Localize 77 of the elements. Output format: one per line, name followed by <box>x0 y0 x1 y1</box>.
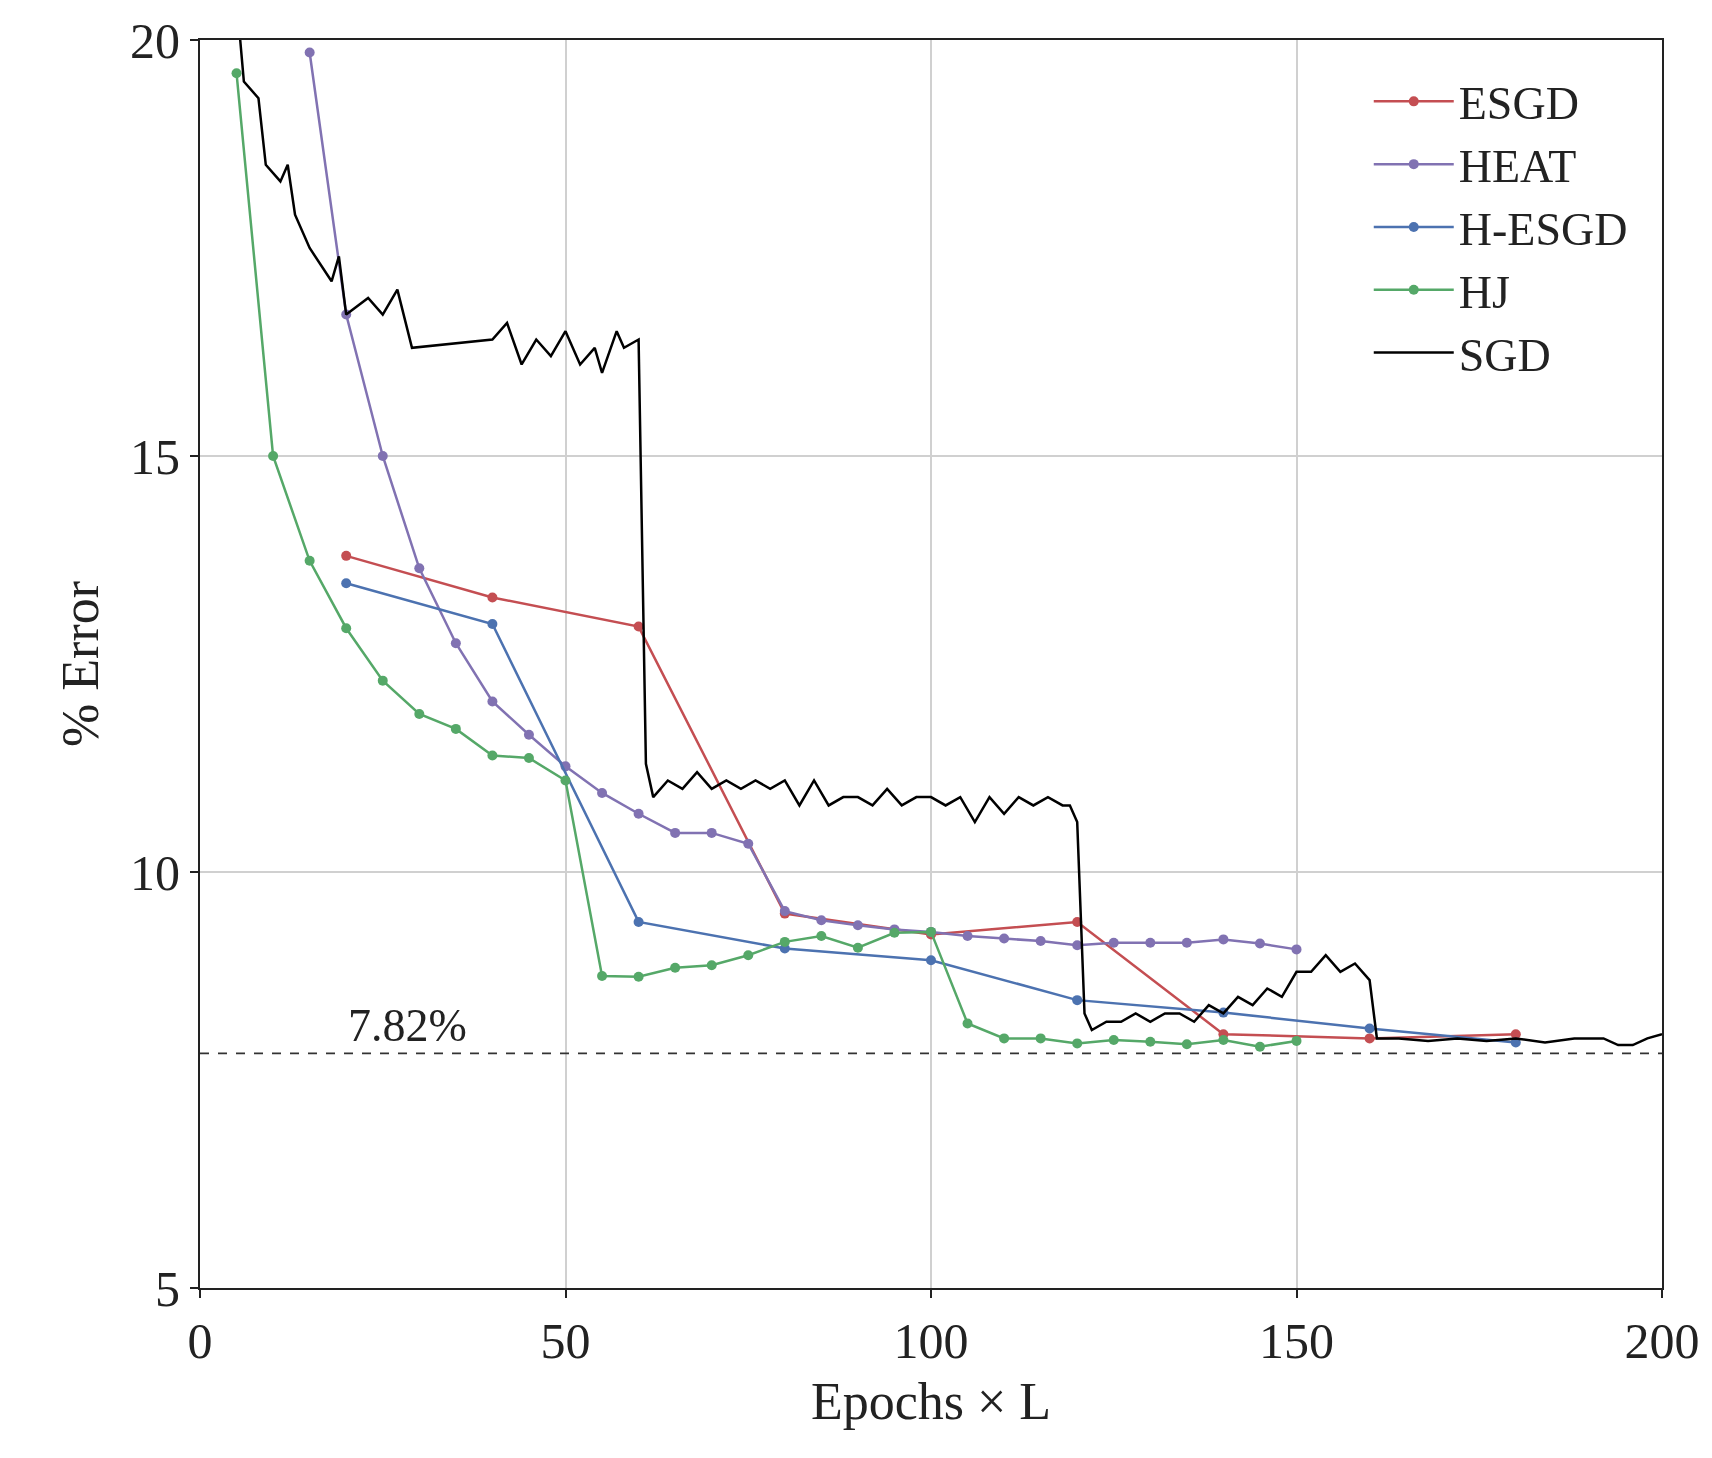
point <box>670 962 681 973</box>
point <box>1181 937 1192 948</box>
point <box>268 451 279 461</box>
point <box>1145 937 1156 948</box>
point <box>1291 944 1302 955</box>
point <box>999 1033 1010 1044</box>
point <box>743 838 754 849</box>
line-series <box>238 40 1662 1047</box>
point <box>341 550 352 561</box>
point <box>523 729 534 740</box>
point <box>926 955 936 966</box>
x-tick-label: 0 <box>187 1313 213 1369</box>
point <box>1181 1039 1192 1050</box>
point <box>779 936 790 947</box>
point <box>231 68 242 79</box>
point <box>341 578 352 589</box>
point <box>450 723 461 734</box>
point <box>1072 1038 1083 1049</box>
point <box>1218 934 1229 945</box>
point <box>487 592 498 603</box>
point <box>962 1018 973 1029</box>
point <box>706 827 717 838</box>
y-axis-title: % Error <box>51 580 109 748</box>
point <box>487 696 498 707</box>
point <box>1108 1035 1119 1046</box>
point <box>414 708 425 719</box>
point <box>852 920 863 931</box>
point <box>633 971 644 982</box>
point <box>816 931 827 942</box>
point <box>816 915 827 926</box>
legend-label: ESGD <box>1458 78 1579 130</box>
point <box>1218 1035 1229 1046</box>
y-tick-label: 20 <box>130 12 180 69</box>
legend-label: SGD <box>1458 329 1551 381</box>
point <box>414 563 425 574</box>
point <box>743 950 754 961</box>
x-tick-label: 150 <box>1259 1313 1334 1369</box>
point <box>377 451 388 461</box>
point <box>633 808 644 819</box>
point <box>633 916 644 927</box>
point <box>1291 1035 1302 1046</box>
legend-label: HJ <box>1458 266 1510 318</box>
point <box>1145 1036 1156 1047</box>
point <box>304 47 315 58</box>
point <box>706 960 717 971</box>
point <box>1072 995 1083 1006</box>
point <box>1108 937 1119 948</box>
x-tick-label: 200 <box>1624 1313 1700 1369</box>
point <box>450 638 461 649</box>
point <box>852 942 863 953</box>
point <box>999 933 1010 944</box>
point <box>377 675 388 686</box>
y-tick-label: 10 <box>130 844 180 901</box>
point <box>1254 1041 1265 1052</box>
point <box>487 619 498 630</box>
point <box>487 750 498 761</box>
point <box>560 775 571 786</box>
point <box>597 971 608 981</box>
x-tick-label: 100 <box>893 1313 969 1369</box>
point <box>670 827 681 838</box>
point <box>962 931 973 942</box>
legend-label: H-ESGD <box>1458 203 1628 255</box>
y-tick-label: 5 <box>155 1260 180 1317</box>
point <box>597 787 608 798</box>
x-axis-title: Epochs × L <box>810 1373 1052 1431</box>
ref-line-label: 7.82% <box>348 1000 467 1051</box>
point <box>1035 1033 1046 1044</box>
point <box>523 753 534 764</box>
point <box>1364 1033 1375 1044</box>
x-tick-label: 50 <box>540 1313 591 1369</box>
point <box>341 623 352 634</box>
legend-label: HEAT <box>1458 141 1577 193</box>
y-tick-label: 15 <box>130 428 180 485</box>
point <box>1035 936 1046 947</box>
point <box>304 555 315 566</box>
point <box>1254 938 1265 949</box>
point <box>1364 1023 1375 1034</box>
